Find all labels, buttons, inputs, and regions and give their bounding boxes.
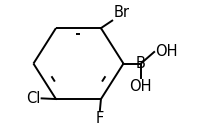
Text: Cl: Cl	[26, 91, 41, 106]
Text: OH: OH	[155, 44, 178, 59]
Text: F: F	[96, 111, 104, 126]
Text: B: B	[136, 56, 146, 71]
Text: Br: Br	[113, 5, 129, 20]
Text: OH: OH	[130, 79, 152, 94]
